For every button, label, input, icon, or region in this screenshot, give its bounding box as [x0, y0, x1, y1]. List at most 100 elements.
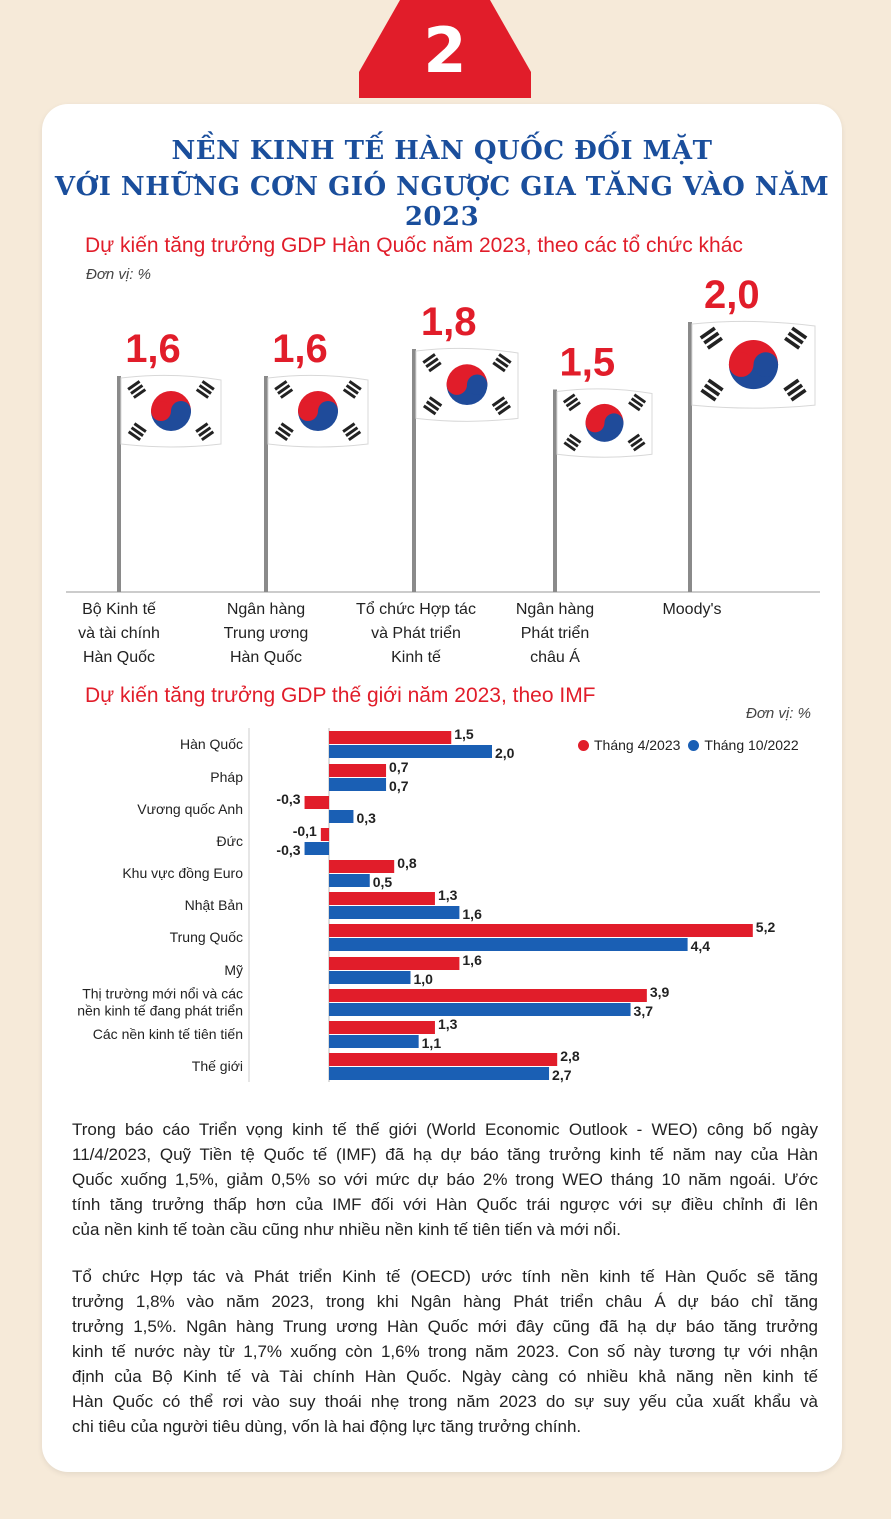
flag-pole: [264, 376, 268, 592]
category-label: Ngân hàng: [227, 601, 305, 618]
legend-dot-red: [578, 739, 589, 751]
bar-value-label: 3,9: [650, 984, 670, 1000]
chart2-legend: Tháng 4/2023 Tháng 10/2022: [578, 737, 799, 753]
flag-value-label: 1,8: [421, 300, 477, 344]
bar-apr-2023: [329, 892, 435, 905]
bar-oct-2022: [304, 842, 329, 855]
country-label: Thế giới: [192, 1058, 243, 1074]
flag-pole: [412, 349, 416, 592]
bar-value-label: 0,3: [356, 810, 376, 826]
category-label: Tổ chức Hợp tác: [356, 600, 476, 618]
bar-value-label: 1,6: [462, 906, 482, 922]
bar-oct-2022: [329, 1003, 631, 1016]
country-label: Hàn Quốc: [180, 736, 243, 752]
paragraph-line: tính tăng trưởng thấp hơn của IMF đối vớ…: [72, 1195, 818, 1214]
paragraph-line: Hàn Quốc có thể rơi vào suy thoái nhẹ tr…: [72, 1392, 818, 1411]
chart2-unit: Đơn vị: %: [746, 705, 811, 722]
legend-label-apr2023: Tháng 4/2023: [594, 737, 681, 753]
bar-value-label: -0,1: [293, 823, 317, 839]
bar-value-label: 4,4: [691, 938, 711, 954]
bar-apr-2023: [329, 957, 460, 970]
bar-oct-2022: [329, 874, 370, 887]
korea-flag-icon: [415, 347, 519, 422]
bar-apr-2023: [320, 828, 329, 841]
bar-apr-2023: [329, 989, 647, 1002]
flag-pole: [117, 376, 121, 592]
bar-apr-2023: [329, 731, 452, 744]
category-label: Moody's: [662, 601, 721, 618]
paragraph-line: trưởng 1,5%. Ngân hàng Trung ương Hàn Qu…: [72, 1317, 818, 1336]
category-label: Phát triển: [521, 624, 589, 642]
bar-oct-2022: [329, 810, 354, 823]
page-title-line1: NỀN KINH TẾ HÀN QUỐC ĐỐI MẶT: [171, 136, 713, 166]
bar-value-label: 0,5: [373, 874, 393, 890]
bar-value-label: 1,0: [414, 971, 434, 987]
bar-oct-2022: [329, 1035, 419, 1048]
bar-value-label: 2,8: [560, 1048, 580, 1064]
bar-value-label: 2,7: [552, 1067, 572, 1083]
country-label: Pháp: [210, 769, 243, 785]
category-label: châu Á: [530, 647, 580, 666]
paragraph-line: của nền kinh tế toàn cầu cũng như nhiều …: [72, 1220, 621, 1239]
category-label: Ngân hàng: [516, 601, 594, 618]
paragraph-line: trưởng 1,8% vào năm 2023, trong khi Ngân…: [72, 1292, 818, 1311]
flag-value-label: 1,6: [272, 327, 328, 371]
body-paragraph-2: Tổ chức Hợp tác và Phát triển Kinh tế (O…: [72, 1264, 818, 1439]
flag-pole: [553, 389, 557, 592]
country-label: Mỹ: [224, 962, 243, 978]
bar-value-label: 1,1: [422, 1035, 442, 1051]
bar-value-label: -0,3: [276, 791, 300, 807]
chart1-flag-chart: 1,6 Bộ Kinh tế và tài chính Hàn Quốc 1,6 Ngân…: [66, 273, 820, 666]
korea-flag-icon: [267, 374, 369, 448]
bar-apr-2023: [329, 1021, 435, 1034]
category-label: Kinh tế: [391, 649, 441, 666]
paragraph-line: Trong báo cáo Triển vọng kinh tế thế giớ…: [72, 1120, 818, 1139]
bar-value-label: 0,7: [389, 778, 409, 794]
category-label: Trung ương: [224, 625, 309, 642]
legend-dot-blue: [688, 739, 700, 751]
flag-value-label: 1,5: [559, 341, 615, 385]
chart2-bar-chart: Hàn Quốc 1,5 2,0 Pháp 0,7 0,7 Vương quốc Anh -0…: [77, 726, 776, 1083]
country-label: Vương quốc Anh: [137, 801, 243, 817]
bar-apr-2023: [329, 1053, 558, 1066]
bar-oct-2022: [329, 778, 387, 791]
paragraph-line: định của Bộ Kinh tế và Tài chính Hàn Quố…: [72, 1367, 818, 1386]
bar-value-label: 1,6: [462, 952, 482, 968]
country-label: Các nền kinh tế tiên tiến: [93, 1026, 243, 1042]
country-label: Trung Quốc: [170, 929, 243, 945]
paragraph-line: 11/4/2023, Quỹ Tiền tệ Quốc tế (IMF) đã …: [72, 1145, 818, 1164]
korea-flag-icon: [556, 388, 653, 458]
flag-value-label: 2,0: [704, 273, 760, 317]
paragraph-line: kinh tế nước này từ 1,7% xuống còn 1,6% …: [72, 1342, 818, 1361]
country-label: Thị trường mới nổi và các: [82, 986, 243, 1002]
bar-oct-2022: [329, 906, 460, 919]
bar-value-label: 5,2: [756, 919, 776, 935]
flag-value-label: 1,6: [125, 327, 181, 371]
bar-oct-2022: [329, 745, 492, 758]
category-label: Hàn Quốc: [230, 649, 302, 666]
bar-value-label: 1,5: [454, 726, 474, 742]
category-label: và tài chính: [78, 625, 160, 642]
country-label: Nhật Bản: [185, 897, 243, 913]
bar-apr-2023: [329, 860, 395, 873]
bar-value-label: 3,7: [634, 1003, 654, 1019]
section-number-badge: [359, 0, 531, 98]
paragraph-line: Quốc xuống 1,5%, giảm 0,5% so với mức dự…: [72, 1170, 818, 1189]
bar-value-label: 2,0: [495, 745, 515, 761]
category-label: Bộ Kinh tế: [82, 601, 156, 618]
chart1-title: Dự kiến tăng trưởng GDP Hàn Quốc năm 202…: [85, 234, 743, 257]
flag-pole: [688, 322, 692, 592]
bar-apr-2023: [304, 796, 329, 809]
category-label: và Phát triển: [371, 624, 461, 642]
section-number: 2: [423, 14, 467, 87]
bar-value-label: 1,3: [438, 1016, 458, 1032]
body-paragraph-1: Trong báo cáo Triển vọng kinh tế thế giớ…: [72, 1117, 818, 1242]
paragraph-line: chi tiêu của người tiêu dùng, vốn là hai…: [72, 1417, 582, 1436]
korea-flag-icon: [120, 374, 222, 448]
bar-apr-2023: [329, 924, 753, 937]
bar-value-label: 0,7: [389, 759, 409, 775]
bar-value-label: 1,3: [438, 887, 458, 903]
bar-apr-2023: [329, 764, 387, 777]
bar-oct-2022: [329, 1067, 550, 1080]
country-label: Khu vực đồng Euro: [122, 865, 243, 881]
